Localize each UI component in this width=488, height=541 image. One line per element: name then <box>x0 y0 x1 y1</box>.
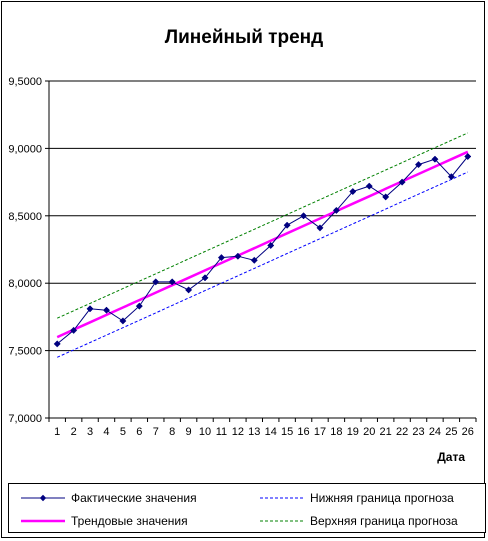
data-point <box>250 256 258 264</box>
data-point <box>53 340 61 348</box>
x-tick-label: 21 <box>380 426 392 438</box>
y-tick-label: 8,5000 <box>8 211 42 223</box>
data-point <box>283 221 291 229</box>
data-point <box>447 173 455 181</box>
data-point <box>349 187 357 196</box>
data-point <box>382 193 390 201</box>
data-point <box>217 254 225 262</box>
data-point <box>332 206 340 214</box>
y-tick-label: 9,0000 <box>8 143 42 155</box>
x-tick-label: 13 <box>248 426 260 438</box>
x-tick-label: 26 <box>462 426 474 438</box>
x-tick-label: 5 <box>120 426 126 438</box>
legend-label: Трендовые значения <box>71 514 188 528</box>
data-point <box>86 305 94 313</box>
x-tick-label: 7 <box>153 426 159 438</box>
y-tick-label: 8,0000 <box>8 278 42 290</box>
chart-title: Линейный тренд <box>165 27 323 48</box>
x-tick-label: 15 <box>281 426 293 438</box>
legend-label: Фактические значения <box>71 491 197 505</box>
data-point <box>201 274 209 282</box>
x-tick-label: 9 <box>186 426 192 438</box>
data-point <box>185 286 193 294</box>
y-tick-labels: 7,0000 7,5000 8,0000 8,5000 9,0000 9,5000 <box>8 76 42 425</box>
series-line-2 <box>56 150 469 339</box>
data-point <box>300 212 308 220</box>
y-tick-label: 7,5000 <box>8 346 42 358</box>
y-tick-label: 9,5000 <box>8 76 42 88</box>
data-point <box>135 302 143 310</box>
legend: Фактические значения Трендовые значения Ни… <box>8 483 486 533</box>
legend-swatch <box>260 497 304 499</box>
x-tick-label: 19 <box>347 426 359 438</box>
series-line-1 <box>56 156 469 345</box>
data-point <box>398 178 406 186</box>
series-layer <box>53 132 472 358</box>
data-point <box>464 152 472 161</box>
legend-label: Нижняя граница прогноза <box>310 491 454 505</box>
data-point <box>102 306 111 314</box>
x-tick-label: 14 <box>265 426 277 438</box>
x-tick-label: 16 <box>297 426 309 438</box>
data-point <box>152 278 160 286</box>
series-line-3 <box>56 171 469 358</box>
data-point <box>316 224 324 232</box>
x-tick-label: 11 <box>216 426 227 438</box>
data-point <box>168 278 176 286</box>
legend-label: Верхняя граница прогноза <box>310 514 458 528</box>
legend-swatch <box>260 520 304 522</box>
x-tick-label: 8 <box>169 426 175 438</box>
x-tick-label: 12 <box>232 426 244 438</box>
x-tick-label: 6 <box>136 426 142 438</box>
data-point <box>431 155 439 163</box>
legend-marker <box>39 494 47 502</box>
x-tick-label: 1 <box>54 426 60 438</box>
x-tick-label: 10 <box>199 426 211 438</box>
x-tick-label: 23 <box>412 426 424 438</box>
x-axis-label: Дата <box>437 450 465 464</box>
x-tick-label: 24 <box>429 426 441 438</box>
series-line-4 <box>56 132 469 319</box>
legend-swatch <box>21 519 65 523</box>
data-point <box>414 161 423 169</box>
data-point <box>365 182 373 190</box>
x-tick-label: 3 <box>87 426 93 438</box>
legend-swatch <box>21 494 65 502</box>
data-point <box>119 317 127 325</box>
x-tick-label: 18 <box>330 426 342 438</box>
x-tick-label: 4 <box>103 426 109 438</box>
x-tick-label: 2 <box>71 426 77 438</box>
data-point <box>70 326 78 334</box>
x-tick-labels: 1 2 3 4 5 6 7 8 9 10 11 12 13 14 15 16 17 18 19 20 21 22 23 24 2… <box>54 426 474 438</box>
x-tick-label: 20 <box>363 426 375 438</box>
axes <box>45 80 477 422</box>
x-tick-label: 17 <box>314 426 326 438</box>
x-tick-label: 22 <box>396 426 408 438</box>
y-tick-label: 7,0000 <box>8 413 42 425</box>
data-point <box>267 241 275 250</box>
data-point <box>234 252 242 260</box>
x-tick-label: 25 <box>445 426 457 438</box>
gridlines <box>49 80 476 352</box>
